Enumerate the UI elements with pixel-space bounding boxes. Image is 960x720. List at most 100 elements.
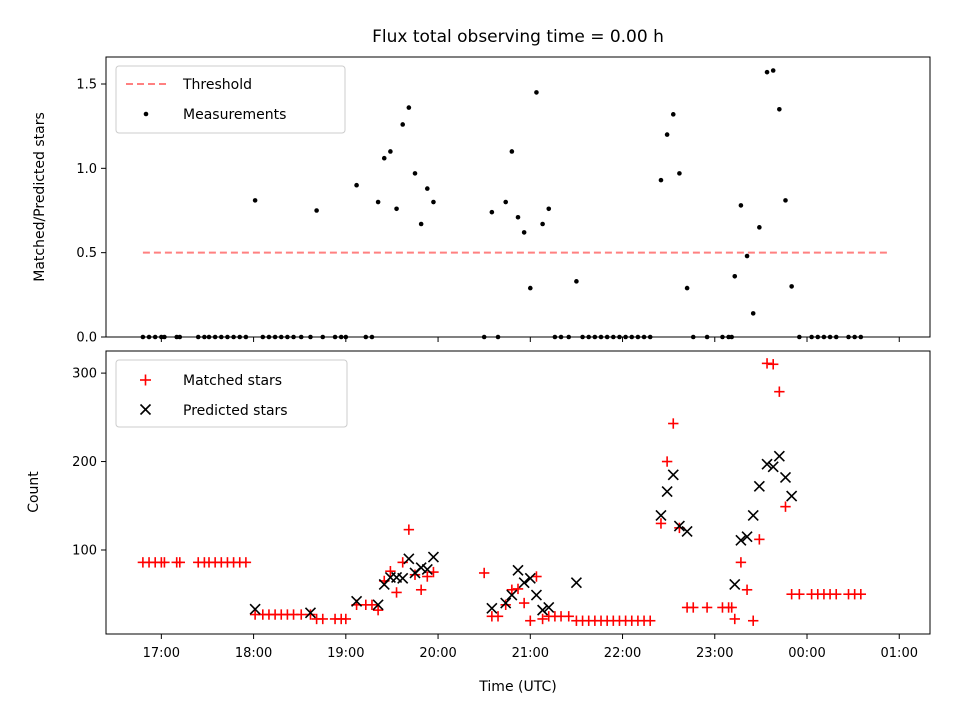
matched-star-point [518, 597, 530, 609]
measurements-legend-marker [143, 111, 149, 117]
bottom-plot-marks [137, 358, 867, 626]
measurement-point [770, 68, 776, 73]
measurement-point [489, 209, 495, 215]
threshold-legend-label: Threshold [182, 77, 252, 93]
predicted-star-point [786, 490, 798, 502]
top-axes-frame [105, 56, 931, 338]
measurement-point [412, 171, 418, 176]
matched-star-point [761, 358, 773, 369]
measurement-point [664, 132, 670, 137]
predicted-star-point [351, 595, 363, 607]
measurement-point [252, 198, 258, 203]
predicted-star-point [773, 450, 785, 462]
bottom-x-tick-label: 23:00 [696, 646, 733, 661]
bottom-y-tick-label: 100 [72, 543, 97, 558]
top-y-tick-label: 1.0 [76, 162, 97, 177]
predicted-legend-label: Predicted stars [183, 403, 288, 419]
measurement-point [789, 284, 794, 289]
measurement-point [783, 198, 788, 203]
predicted-star-point [421, 563, 433, 576]
matched-star-point [340, 613, 352, 625]
measurement-point [738, 203, 744, 208]
matched-star-point [525, 615, 536, 626]
measurement-point [418, 221, 424, 227]
matched-star-point [512, 583, 524, 595]
matched-star-point [422, 571, 433, 582]
measurement-point [534, 90, 539, 95]
matched-star-point [506, 584, 518, 595]
predicted-star-point [761, 458, 773, 470]
measurement-point [527, 285, 533, 291]
matched-star-point [661, 456, 673, 467]
predicted-legend-marker [139, 403, 152, 416]
matched-star-point [794, 589, 805, 600]
matched-legend-label: Matched stars [183, 373, 282, 389]
predicted-star-point [735, 534, 747, 546]
matched-star-point [729, 613, 740, 625]
matched-star-point [735, 557, 747, 568]
measurement-point [521, 230, 527, 235]
bottom-y-tick-label: 300 [72, 367, 97, 382]
predicted-star-point [570, 577, 582, 589]
measurement-point [744, 253, 750, 259]
measurement-point [757, 225, 762, 230]
bottom-x-tick-label: 19:00 [327, 646, 364, 661]
x-axis-label: Time (UTC) [478, 679, 556, 695]
measurement-point [431, 199, 436, 205]
matched-star-point [748, 615, 759, 626]
matched-star-point [159, 557, 170, 568]
predicted-star-point [753, 480, 765, 492]
predicted-star-point [427, 551, 440, 563]
predicted-star-point [543, 601, 555, 614]
bottom-x-tick-label: 17:00 [143, 646, 180, 661]
predicted-star-point [655, 509, 667, 522]
bottom-x-tick-label: 01:00 [881, 646, 918, 661]
predicted-star-point [518, 577, 530, 589]
measurement-point [381, 155, 387, 161]
measurement-point [503, 199, 509, 205]
predicted-star-point [512, 564, 524, 576]
bottom-axes: 100 200 300 17:00 18:00 19:00 20:00 21:00 22:00 2… [72, 367, 918, 661]
predicted-star-point [397, 572, 409, 584]
bottom-x-tick-label: 00:00 [788, 646, 825, 661]
measurement-point [777, 106, 782, 112]
bottom-y-tick-label: 200 [72, 455, 97, 470]
measurement-point [670, 112, 676, 117]
matched-star-point [774, 386, 785, 397]
measurement-point [732, 273, 738, 279]
matched-star-point [831, 589, 842, 600]
predicted-star-point [667, 469, 679, 481]
matched-star-point [726, 602, 737, 613]
measurement-point [658, 177, 664, 183]
predicted-star-point [779, 471, 792, 484]
top-y-tick-label: 1.5 [76, 77, 97, 92]
matched-star-point [317, 613, 328, 625]
predicted-star-point [729, 578, 741, 591]
top-plot-marks [140, 68, 887, 340]
measurement-point [406, 105, 412, 110]
measurements-legend-label: Measurements [183, 107, 286, 123]
measurement-point [314, 208, 319, 213]
matched-star-point [645, 615, 656, 626]
predicted-star-point [661, 486, 673, 498]
measurement-point [684, 285, 690, 291]
measurement-point [764, 69, 770, 75]
predicted-star-point [741, 531, 753, 543]
measurement-point [375, 199, 381, 205]
predicted-star-point [537, 604, 549, 616]
matched-star-point [767, 359, 779, 370]
predicted-star-point [673, 520, 685, 532]
predicted-star-point [372, 599, 384, 611]
top-y-axis-label: Matched/Predicted stars [32, 112, 48, 282]
matched-star-point [240, 557, 252, 568]
matched-star-point [415, 584, 427, 595]
matched-legend-marker [140, 374, 151, 386]
matched-star-point [780, 501, 791, 512]
matched-star-point [366, 599, 378, 611]
predicted-star-point [403, 553, 415, 565]
top-y-tick-label: 0.5 [76, 246, 97, 261]
matched-star-point [688, 602, 699, 613]
predicted-star-point [767, 461, 779, 473]
predicted-star-point [524, 572, 536, 584]
